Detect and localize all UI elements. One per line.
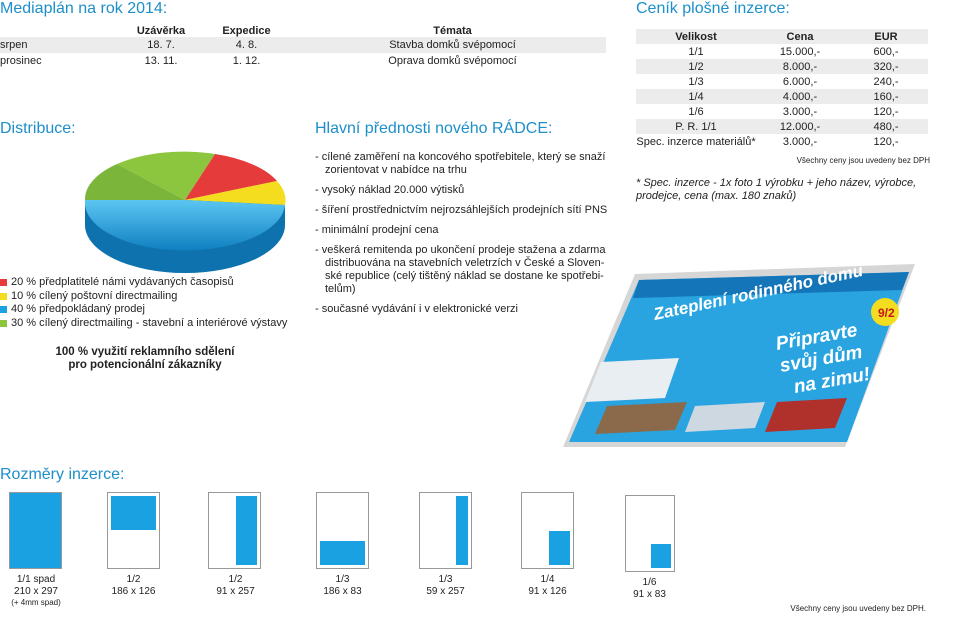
table-row: Spec. inzerce materiálů* 3.000,- 120,-: [636, 135, 899, 148]
pricing-footnote: * Spec. inzerce - 1x foto 1 výrobku + je…: [636, 177, 917, 202]
col-topics: Témata: [433, 24, 472, 37]
topic: Oprava domků svépomocí: [388, 55, 517, 67]
pie-slice-blue: [84, 200, 286, 251]
pie-slice-red: [185, 154, 277, 200]
size-1-2: [107, 492, 160, 569]
cover-badge: [871, 298, 899, 326]
swatch-blue: [0, 306, 7, 314]
legend-item: 30 % cílený directmailing - stavební a i…: [0, 317, 287, 331]
list-item: - veškerá remitenda po ukončení prodeje …: [315, 244, 606, 295]
table-row: srpen 18. 7. 4. 8. Stavba domků svépomocí: [0, 37, 606, 53]
size-1-3: [316, 492, 369, 569]
sizes-footer: Všechny ceny jsou uvedeny bez DPH.: [790, 604, 926, 613]
table-row: 1/3 6.000,- 240,-: [688, 75, 899, 88]
distribution-legend: 20 % předplatitelé námi vydávaných časop…: [0, 276, 287, 330]
deadline: 18. 7.: [147, 39, 175, 51]
pie-slice-green: [117, 151, 215, 200]
size-label: 1/2 91 x 257: [216, 574, 255, 597]
col-dispatch: Expedice: [222, 24, 271, 37]
legend-item: 10 % cílený poštovní directmailing: [0, 290, 287, 304]
advantages-list: - cílené zaměření na koncového spotřebit…: [315, 151, 615, 323]
deadline: 13. 11.: [144, 55, 178, 67]
list-item: - vysoký náklad 20.000 výtisků: [315, 184, 465, 196]
swatch-red: [0, 279, 7, 287]
col-deadline: Uzávěrka: [136, 24, 186, 37]
swatch-green: [0, 319, 7, 327]
table-row: prosinec 13. 11. 1. 12. Oprava domků svépom…: [0, 53, 606, 69]
size-label: 1/6 91 x 83: [633, 577, 666, 600]
swatch-yellow: [0, 292, 7, 300]
pie-slice-green-a: [84, 164, 185, 200]
month: prosinec: [0, 55, 42, 67]
magazine-cover-image: 9/2 Zateplení rodinného domu Připravte s…: [563, 262, 915, 447]
list-item: - minimální prodejní cena: [315, 224, 439, 236]
svg-text:9/2: 9/2: [878, 306, 895, 320]
dispatch: 1. 12.: [232, 55, 261, 67]
table-row: 1/4 4.000,- 160,-: [636, 89, 928, 104]
size-label: 1/3 59 x 257: [426, 574, 465, 597]
size-1-4: [521, 492, 574, 569]
list-item: - cílené zaměření na koncového spotřebit…: [315, 151, 606, 176]
cover-photo: [595, 402, 687, 434]
sizes-title: Rozměry inzerce:: [0, 466, 125, 483]
size-1-6: [625, 495, 675, 572]
table-row: P. R. 1/1 12.000,- 480,-: [636, 119, 928, 134]
pricing-table: Velikost Cena EUR 1/1 15.000,- 600,- 1/2 8.…: [636, 29, 928, 149]
size-label: 1/3 186 x 83: [323, 574, 362, 597]
cover-photo: [765, 398, 847, 432]
dispatch: 4. 8.: [235, 39, 258, 51]
distribution-note: 100 % využití reklamního sdělení pro pot…: [55, 346, 235, 371]
size-1-2-vertical: [208, 492, 261, 569]
size-label: 1/1 spad 210 x 297 (+ 4mm spad): [11, 574, 61, 607]
list-item: - současné vydávání i v elektronické ver…: [315, 303, 518, 315]
topic: Stavba domků svépomocí: [389, 39, 516, 51]
plan-title: Mediaplán na rok 2014:: [0, 0, 168, 17]
table-row: 1/2 8.000,- 320,-: [636, 59, 928, 74]
month: srpen: [0, 39, 28, 51]
advantages-title: Hlavní přednosti nového RÁDCE:: [315, 120, 553, 137]
schedule-table: Uzávěrka Expedice Témata srpen 18. 7. 4. 8…: [0, 24, 606, 69]
size-1-1: [9, 492, 62, 569]
legend-item: 40 % předpokládaný prodej: [0, 303, 287, 317]
table-row: 1/1 15.000,- 600,-: [688, 45, 899, 58]
distribution-pie: [84, 151, 286, 273]
pie-slice-yellow: [185, 181, 286, 205]
table-row: 1/6 3.000,- 120,-: [688, 105, 899, 118]
pricing-title: Ceník plošné inzerce:: [636, 0, 790, 17]
cover-photo: [585, 358, 679, 402]
legend-item: 20 % předplatitelé námi vydávaných časop…: [0, 276, 287, 290]
size-label: 1/2 186 x 126: [111, 574, 156, 597]
size-1-3-vertical: [419, 492, 472, 569]
distribution-title: Distribuce:: [0, 120, 76, 137]
vat-note: Všechny ceny jsou uvedeny bez DPH: [796, 156, 930, 165]
cover-photo: [685, 402, 765, 432]
size-label: 1/4 91 x 126: [528, 574, 567, 597]
list-item: - šíření prostřednictvím nejrozsáhlejšíc…: [315, 204, 608, 216]
